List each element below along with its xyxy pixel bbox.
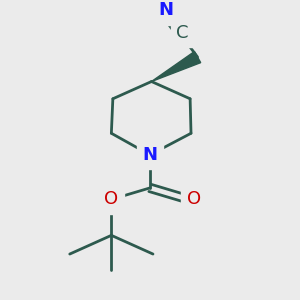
Polygon shape bbox=[152, 52, 201, 82]
Text: N: N bbox=[142, 146, 158, 164]
Text: O: O bbox=[187, 190, 201, 208]
Text: C: C bbox=[176, 24, 189, 42]
Text: O: O bbox=[104, 190, 118, 208]
Text: N: N bbox=[159, 1, 174, 19]
